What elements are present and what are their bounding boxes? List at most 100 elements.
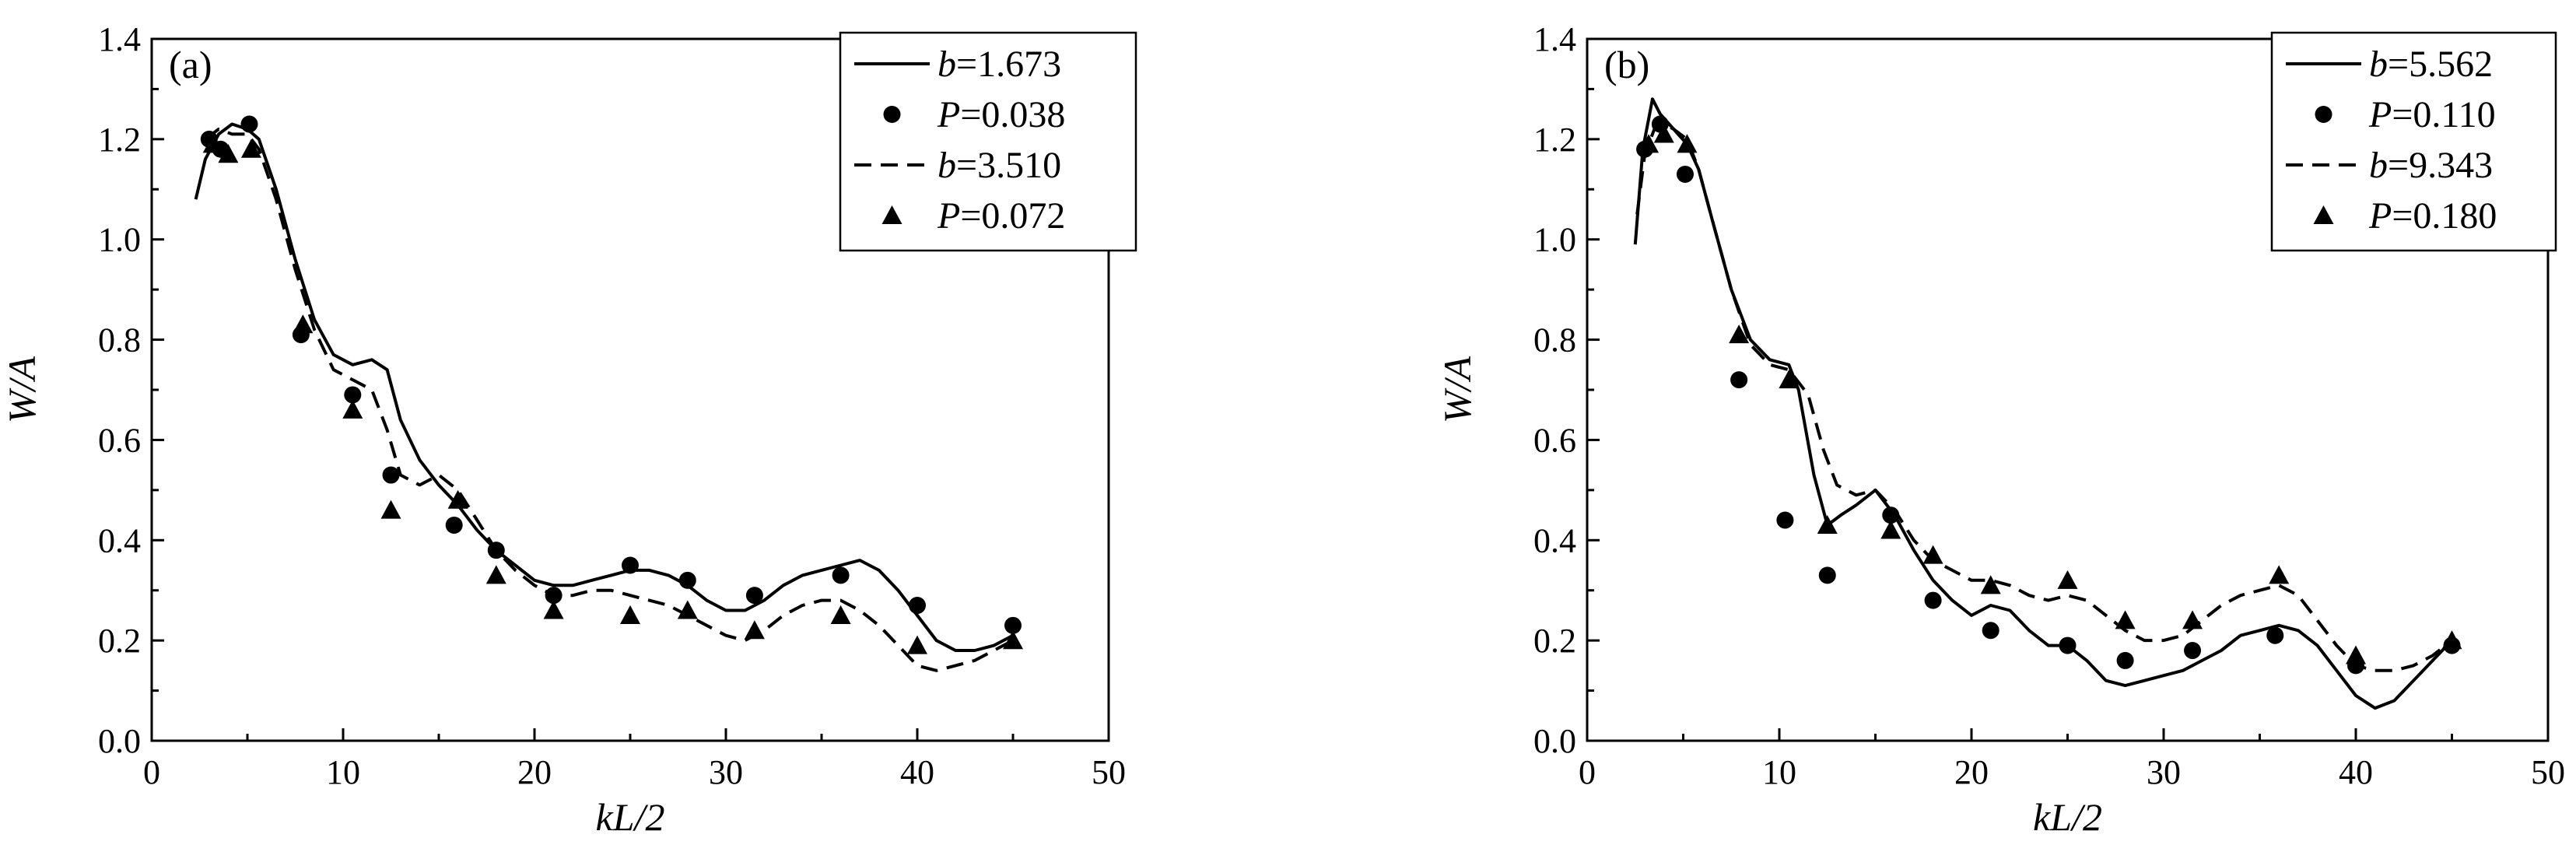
series-solid-1 bbox=[194, 122, 1014, 652]
legend-entry-label: b=3.510 bbox=[938, 145, 1061, 186]
data-point bbox=[677, 600, 698, 619]
data-point bbox=[342, 399, 363, 419]
y-tick-label: 1.4 bbox=[1533, 20, 1576, 58]
x-tick-label: 40 bbox=[2339, 753, 2373, 791]
data-point bbox=[2184, 642, 2202, 660]
data-point bbox=[830, 605, 851, 624]
data-point bbox=[2116, 651, 2134, 669]
data-point bbox=[447, 489, 468, 509]
data-point bbox=[909, 597, 926, 615]
x-tick-label: 30 bbox=[709, 753, 743, 791]
data-point bbox=[2346, 645, 2366, 664]
y-tick-label: 0.8 bbox=[98, 321, 141, 359]
data-point bbox=[1980, 575, 2001, 594]
data-point bbox=[1982, 622, 1999, 640]
series-dashed-3 bbox=[1635, 122, 2453, 672]
x-tick-label: 40 bbox=[900, 753, 934, 791]
x-tick-label: 50 bbox=[1092, 753, 1126, 791]
legend-swatch-marker bbox=[2315, 106, 2332, 123]
data-point bbox=[1729, 324, 1750, 344]
data-point bbox=[1924, 591, 1942, 609]
panel-label: (b) bbox=[1604, 43, 1649, 86]
data-point bbox=[1779, 370, 1800, 389]
series-circle-2 bbox=[1636, 115, 2461, 675]
data-point bbox=[2266, 626, 2284, 644]
legend-entry-label: b=5.562 bbox=[2369, 44, 2493, 85]
legend: b=5.562 P=0.110 b=9.343 P=0.180 bbox=[2270, 31, 2557, 252]
legend-entry-label: P=0.110 bbox=[2368, 94, 2496, 135]
series-line bbox=[194, 122, 1014, 652]
data-point bbox=[2182, 610, 2203, 629]
y-tick-label: 1.2 bbox=[98, 121, 141, 159]
x-tick-label: 20 bbox=[1954, 753, 1989, 791]
data-point bbox=[543, 600, 564, 619]
y-tick-label: 0.6 bbox=[1533, 421, 1576, 459]
legend-swatch-marker bbox=[881, 205, 902, 225]
data-point bbox=[1638, 134, 1660, 153]
data-point bbox=[622, 556, 639, 574]
series-triangle-4 bbox=[1638, 124, 2462, 664]
data-point bbox=[1776, 511, 1794, 529]
legend-entry-label: P=0.180 bbox=[2368, 195, 2497, 237]
legend-entry-label: P=0.072 bbox=[937, 195, 1065, 237]
data-point bbox=[380, 500, 401, 519]
y-tick-label: 1.0 bbox=[1533, 221, 1576, 259]
x-tick-label: 50 bbox=[2531, 753, 2565, 791]
data-point bbox=[1004, 616, 1022, 634]
y-tick-label: 1.4 bbox=[98, 20, 141, 58]
data-point bbox=[2059, 636, 2077, 654]
x-tick-label: 0 bbox=[143, 753, 160, 791]
data-point bbox=[1922, 545, 1943, 564]
y-tick-label: 0.4 bbox=[98, 521, 141, 559]
data-point bbox=[907, 635, 927, 654]
data-point bbox=[832, 566, 850, 584]
legend: b=1.673 P=0.038 b=3.510 P=0.072 bbox=[839, 31, 1137, 252]
x-tick-label: 30 bbox=[2147, 753, 2181, 791]
legend-swatch-marker bbox=[883, 106, 901, 123]
y-tick-label: 1.2 bbox=[1533, 121, 1576, 159]
data-point bbox=[2115, 610, 2136, 629]
series-line bbox=[1635, 122, 2453, 672]
data-point bbox=[1730, 371, 1748, 389]
data-point bbox=[1817, 514, 1838, 535]
series-dashed-3 bbox=[204, 128, 1014, 672]
data-point bbox=[485, 565, 506, 584]
data-point bbox=[293, 314, 314, 334]
y-tick-label: 0.6 bbox=[98, 421, 141, 459]
data-point bbox=[1653, 124, 1674, 143]
data-point bbox=[1676, 165, 1694, 183]
data-point bbox=[1880, 520, 1901, 539]
series-triangle-4 bbox=[202, 134, 1023, 654]
y-tick-label: 0.2 bbox=[1533, 622, 1576, 660]
data-point bbox=[2441, 630, 2462, 650]
x-tick-label: 0 bbox=[1579, 753, 1596, 791]
y-tick-label: 0.0 bbox=[1533, 722, 1576, 760]
x-tick-label: 20 bbox=[517, 753, 552, 791]
data-point bbox=[1677, 134, 1698, 153]
legend-entry-label: b=9.343 bbox=[2369, 145, 2493, 186]
data-point bbox=[2269, 565, 2290, 584]
panel-label: (a) bbox=[169, 43, 212, 86]
chart-panel-2: 0 10 20 30 40 50 0.0 0.2 0.4 0.6 0.8 1.0 1.2 1.4 kL/2 W… bbox=[1435, 20, 2565, 839]
data-point bbox=[1003, 630, 1023, 650]
x-tick-label: 10 bbox=[1762, 753, 1796, 791]
data-point bbox=[1818, 566, 1836, 584]
data-point bbox=[745, 587, 763, 605]
y-tick-label: 0.0 bbox=[98, 722, 141, 760]
legend-entry-label: P=0.038 bbox=[937, 94, 1065, 135]
data-point bbox=[382, 466, 400, 484]
data-point bbox=[445, 516, 463, 534]
data-point bbox=[678, 571, 696, 589]
legend-entry-label: b=1.673 bbox=[938, 44, 1061, 85]
chart-panel-1: 0 10 20 30 40 50 0.0 0.2 0.4 0.6 0.8 1.0 1.2 1.4 kL/2 W… bbox=[0, 20, 1137, 839]
y-axis-label: W/A bbox=[1435, 356, 1479, 424]
series-line bbox=[204, 128, 1014, 672]
x-axis-label: kL/2 bbox=[2033, 795, 2102, 839]
y-tick-label: 1.0 bbox=[98, 221, 141, 259]
x-axis-label: kL/2 bbox=[596, 795, 665, 839]
data-point bbox=[202, 134, 223, 153]
y-tick-label: 0.8 bbox=[1533, 321, 1576, 359]
y-tick-label: 0.2 bbox=[98, 622, 141, 660]
y-tick-label: 0.4 bbox=[1533, 521, 1576, 559]
